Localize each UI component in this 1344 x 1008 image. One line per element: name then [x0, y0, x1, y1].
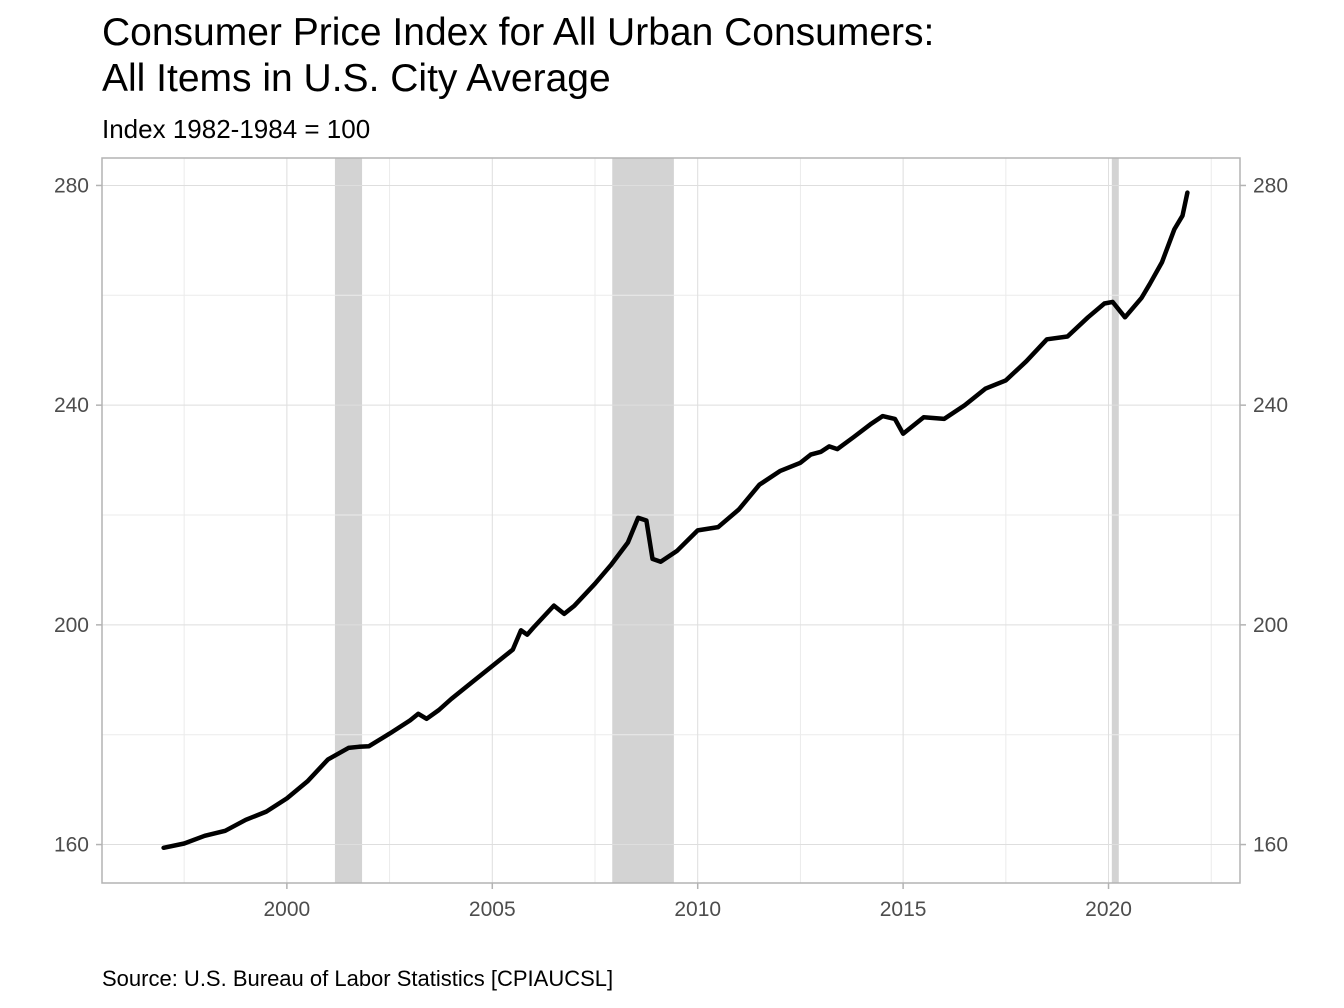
- plot-panel-border: [101, 157, 1241, 884]
- source-caption: Source: U.S. Bureau of Labor Statistics …: [102, 966, 614, 991]
- recession-band-3: [1111, 158, 1119, 883]
- y-tick-label-right: 280: [1253, 174, 1288, 197]
- chart-title-line-1: Consumer Price Index for All Urban Consu…: [102, 11, 935, 54]
- y-tick-label-right: 160: [1253, 834, 1288, 857]
- axis-ticks: 2000 2005 2010 2015 2020 160 160 200 200 240 240 28…: [54, 174, 1288, 921]
- chart-subtitle: Index 1982-1984 = 100: [102, 114, 371, 144]
- chart-title-line-2: All Items in U.S. City Average: [102, 57, 611, 100]
- chart-title: Consumer Price Index for All Urban Consu…: [102, 10, 934, 102]
- x-tick-label: 2005: [469, 898, 516, 921]
- grid-lines: [102, 158, 1240, 883]
- x-tick-label: 2020: [1085, 898, 1132, 921]
- y-tick-label-right: 240: [1253, 394, 1288, 417]
- y-tick-label-left: 240: [54, 394, 89, 417]
- y-tick-label-left: 200: [54, 614, 89, 637]
- x-tick-label: 2000: [264, 898, 311, 921]
- y-tick-label-left: 160: [54, 834, 89, 857]
- recession-band-1: [334, 158, 363, 883]
- cpi-series-line: [161, 190, 1190, 851]
- y-tick-label-right: 200: [1253, 614, 1288, 637]
- y-tick-label-left: 280: [54, 174, 89, 197]
- x-tick-label: 2015: [880, 898, 927, 921]
- series-lines: [161, 190, 1190, 851]
- x-tick-label: 2010: [674, 898, 721, 921]
